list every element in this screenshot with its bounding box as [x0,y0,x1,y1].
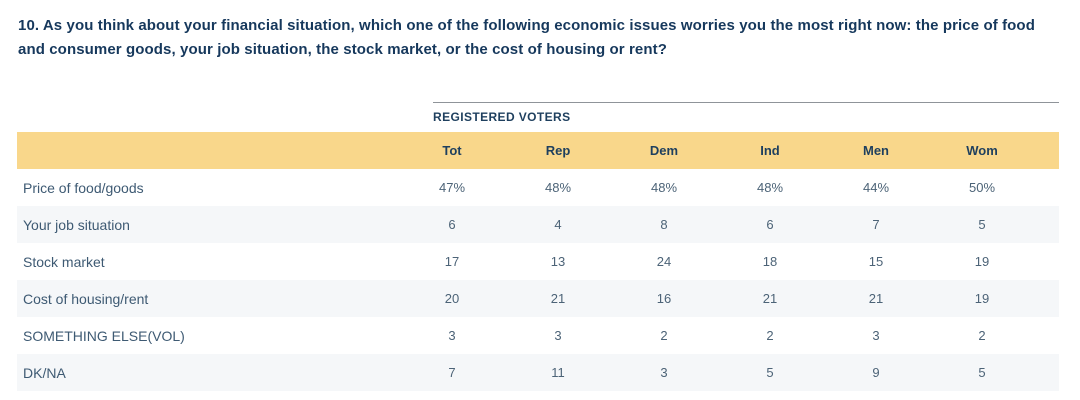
cell-value: 6 [766,217,774,232]
table-body: Price of food/goods 47% 48% 48% 48% 44% 50% You… [17,169,1059,391]
column-header: Wom [966,143,998,158]
cell-value: 7 [872,217,880,232]
cell-value: 7 [448,365,456,380]
cell-value: 2 [660,328,668,343]
cell-value: 16 [656,291,672,306]
cell-value: 9 [872,365,880,380]
cell-value: 21 [550,291,566,306]
cell-value: 47% [438,180,466,195]
cell-value: 20 [444,291,460,306]
row-label: Stock market [23,253,105,270]
cell-value: 21 [868,291,884,306]
cell-value: 24 [656,254,672,269]
row-label: DK/NA [23,364,66,381]
cell-value: 48% [544,180,572,195]
cell-value: 3 [660,365,668,380]
cell-value: 19 [974,254,990,269]
table-header-row: Tot Rep Dem Ind Men Wom [17,132,1059,169]
table-row: Cost of housing/rent 20 21 16 21 21 19 [17,280,1059,317]
cell-value: 50% [968,180,996,195]
table-row: Price of food/goods 47% 48% 48% 48% 44% 50% [17,169,1059,206]
column-header: Ind [760,143,780,158]
column-header: Dem [649,143,679,158]
registered-voters-section: REGISTERED VOTERS [433,102,1059,124]
cell-value: 2 [978,328,986,343]
cell-value: 11 [551,365,565,380]
column-header: Tot [442,143,462,158]
cell-value: 18 [762,254,778,269]
cell-value: 3 [872,328,880,343]
row-label: Cost of housing/rent [23,290,149,307]
cell-value: 19 [974,291,990,306]
row-label: Price of food/goods [23,179,144,196]
table-row: SOMETHING ELSE(VOL) 3 3 2 2 3 2 [17,317,1059,354]
cell-value: 3 [554,328,562,343]
table-row: DK/NA 7 11 3 5 9 5 [17,354,1059,391]
row-label: SOMETHING ELSE(VOL) [23,327,185,344]
results-table: REGISTERED VOTERS Tot Rep Dem Ind Men Wom Pri… [17,102,1059,391]
cell-value: 5 [766,365,774,380]
row-label: Your job situation [23,216,130,233]
cell-value: 15 [868,254,884,269]
cell-value: 44% [862,180,890,195]
cell-value: 8 [660,217,668,232]
column-header: Rep [545,143,571,158]
cell-value: 13 [550,254,566,269]
column-header: Men [863,143,889,158]
cell-value: 21 [762,291,778,306]
question-text: 10. As you think about your financial si… [18,17,1035,58]
cell-value: 48% [650,180,678,195]
table-row: Stock market 17 13 24 18 15 19 [17,243,1059,280]
cell-value: 17 [444,254,460,269]
registered-voters-label: REGISTERED VOTERS [433,110,571,124]
cell-value: 4 [554,217,562,232]
cell-value: 5 [978,365,986,380]
cell-value: 48% [756,180,784,195]
cell-value: 6 [448,217,456,232]
cell-value: 5 [978,217,986,232]
table-row: Your job situation 6 4 8 6 7 5 [17,206,1059,243]
cell-value: 3 [448,328,456,343]
cell-value: 2 [766,328,774,343]
